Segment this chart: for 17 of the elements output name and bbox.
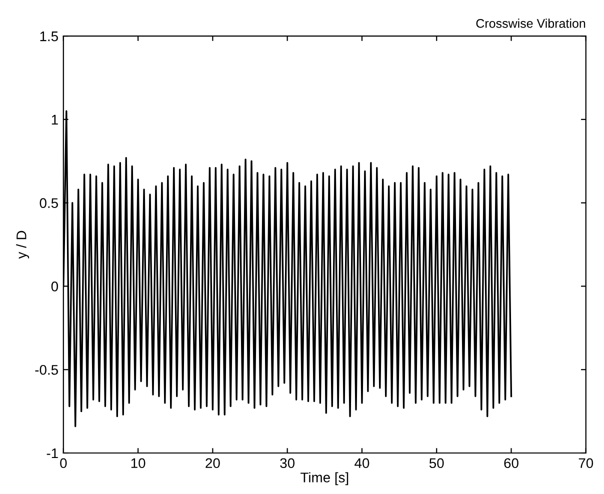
x-tick-label: 70 <box>578 458 594 468</box>
y-tick-label: 0.5 <box>40 198 58 208</box>
y-tick-label: -1 <box>46 448 58 458</box>
x-tick-label: 50 <box>429 458 444 468</box>
x-tick-label: 10 <box>131 458 146 468</box>
x-tick-label: 20 <box>206 458 220 468</box>
x-tick-label: 40 <box>354 458 370 468</box>
y-tick-label: 1 <box>52 114 58 124</box>
y-tick-label: 0 <box>51 282 58 292</box>
y-tick-label: -0.5 <box>35 364 58 375</box>
x-tick-label: 0 <box>60 458 67 468</box>
x-axis-title: Time [s] <box>300 472 348 486</box>
y-axis-title: y / D <box>16 230 30 259</box>
y-tick-label: 1.5 <box>40 32 58 42</box>
x-tick-label: 60 <box>504 458 518 468</box>
chart-title: Crosswise Vibration <box>476 18 586 28</box>
x-tick-label: 30 <box>280 458 295 468</box>
